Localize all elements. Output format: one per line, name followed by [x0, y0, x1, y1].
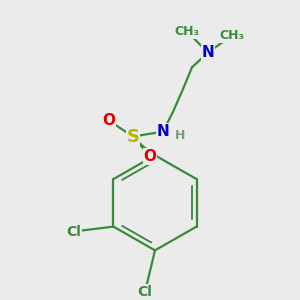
Text: O: O [143, 149, 157, 164]
Text: N: N [202, 45, 214, 60]
Text: Cl: Cl [138, 285, 152, 299]
Text: N: N [157, 124, 169, 139]
Text: S: S [127, 128, 140, 146]
Text: CH₃: CH₃ [175, 25, 200, 38]
Text: O: O [103, 113, 116, 128]
Text: H: H [175, 129, 185, 142]
Text: Cl: Cl [66, 224, 81, 239]
Text: CH₃: CH₃ [220, 29, 244, 42]
